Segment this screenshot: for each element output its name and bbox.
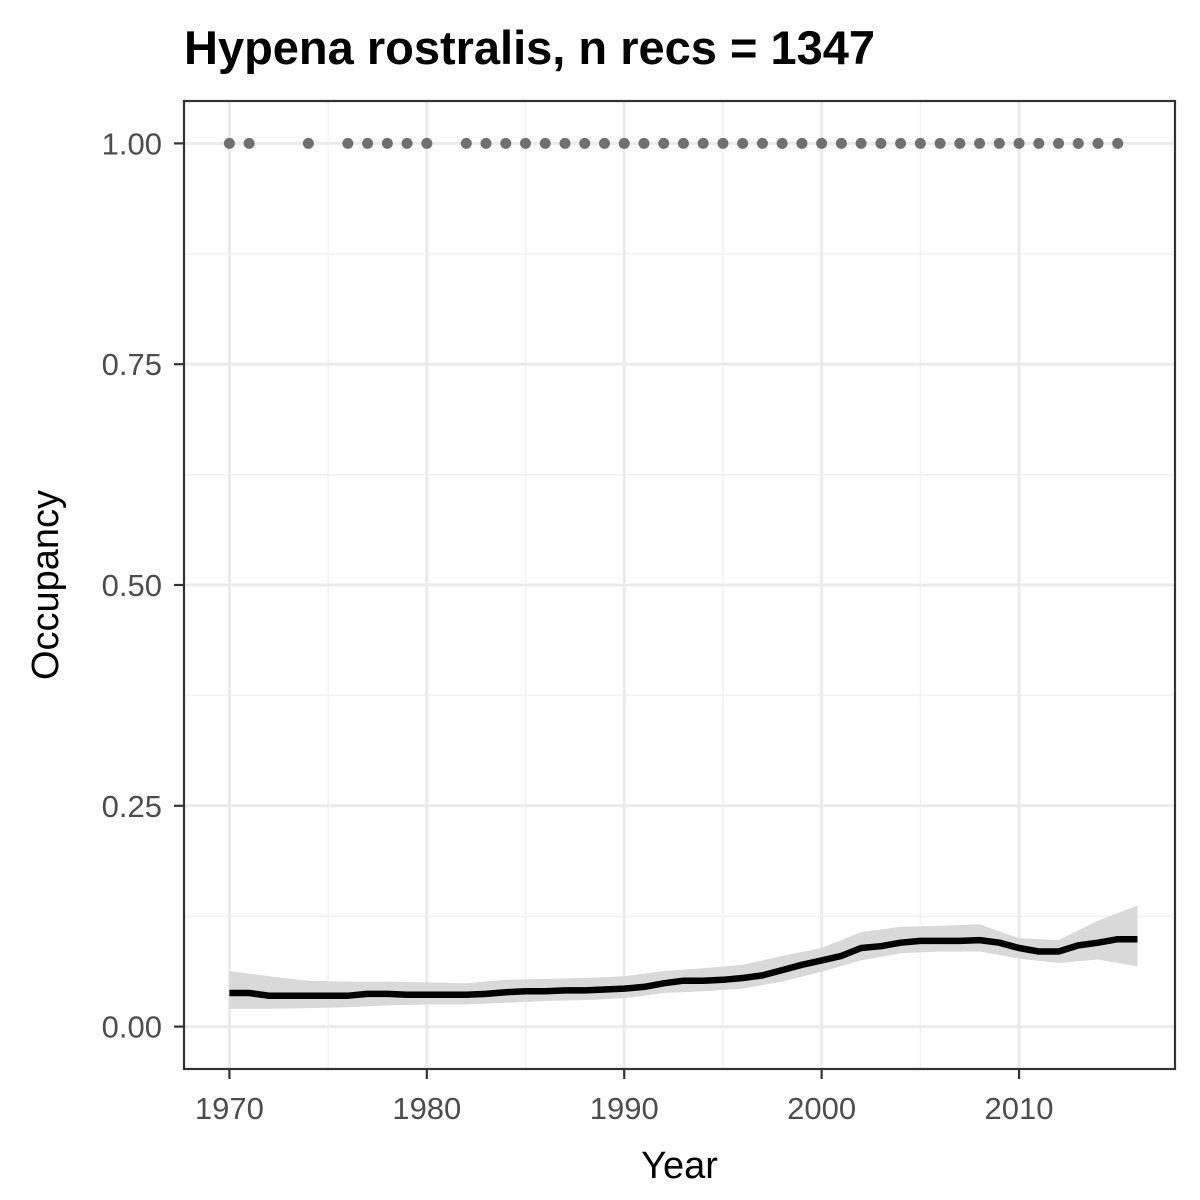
record-point: [934, 137, 946, 149]
record-point: [1053, 137, 1065, 149]
record-point: [776, 137, 788, 149]
record-point: [460, 137, 472, 149]
record-point: [1092, 137, 1104, 149]
y-tick-label: 1.00: [102, 126, 162, 161]
record-point: [1013, 137, 1025, 149]
credible-interval-ribbon: [229, 905, 1138, 1009]
record-point: [895, 137, 907, 149]
record-point: [598, 137, 610, 149]
record-point: [658, 137, 670, 149]
record-point: [480, 137, 492, 149]
chart-title: Hypena rostralis, n recs = 1347: [184, 21, 875, 74]
record-point: [302, 137, 314, 149]
record-point: [1112, 137, 1124, 149]
record-point: [401, 137, 413, 149]
record-point: [835, 137, 847, 149]
x-tick-label: 1990: [590, 1091, 659, 1126]
record-point: [520, 137, 532, 149]
record-point: [618, 137, 630, 149]
record-point: [756, 137, 768, 149]
x-tick-label: 1980: [392, 1091, 461, 1126]
record-point: [638, 137, 650, 149]
y-tick-label: 0.75: [102, 347, 162, 382]
record-point: [381, 137, 393, 149]
x-tick-label: 2000: [787, 1091, 856, 1126]
record-point: [342, 137, 354, 149]
y-axis-title: Occupancy: [25, 490, 67, 680]
record-point: [559, 137, 571, 149]
record-point: [816, 137, 828, 149]
y-axis-ticks: 0.00 0.25 0.50 0.75 1.00: [102, 126, 184, 1045]
record-point: [579, 137, 591, 149]
record-point: [855, 137, 867, 149]
record-point: [1072, 137, 1084, 149]
record-point: [974, 137, 986, 149]
record-point: [717, 137, 729, 149]
x-axis-title: Year: [641, 1145, 718, 1187]
record-point: [539, 137, 551, 149]
record-point: [500, 137, 512, 149]
record-point: [362, 137, 374, 149]
record-point: [737, 137, 749, 149]
record-point: [1033, 137, 1045, 149]
y-tick-label: 0.25: [102, 789, 162, 824]
record-point: [697, 137, 709, 149]
record-point: [954, 137, 966, 149]
record-point: [993, 137, 1005, 149]
record-point: [677, 137, 689, 149]
record-point: [796, 137, 808, 149]
y-tick-label: 0.00: [102, 1010, 162, 1045]
record-point: [243, 137, 255, 149]
record-point: [914, 137, 926, 149]
x-axis-ticks: 1970 1980 1990 2000 2010: [195, 1069, 1054, 1126]
x-tick-label: 2010: [985, 1091, 1054, 1126]
record-point: [875, 137, 887, 149]
record-points: [223, 137, 1124, 149]
record-point: [223, 137, 235, 149]
occupancy-trend-line: [229, 935, 1138, 999]
record-point: [421, 137, 433, 149]
x-tick-label: 1970: [195, 1091, 264, 1126]
y-tick-label: 0.50: [102, 568, 162, 603]
